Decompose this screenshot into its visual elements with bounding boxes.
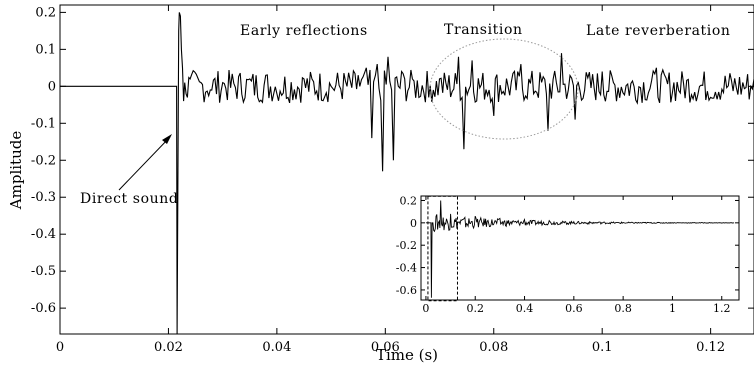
y-tick-label: -0.4 <box>396 262 417 275</box>
x-tick-label: 0.4 <box>516 302 534 315</box>
x-tick-label: 0 <box>56 340 64 355</box>
x-tick-label: 0 <box>422 302 429 315</box>
x-tick-label: 0.2 <box>466 302 484 315</box>
annotation-early-reflections: Early reflections <box>240 23 368 39</box>
main-waveform-line <box>60 12 754 335</box>
y-tick-label: -0.4 <box>31 227 56 242</box>
direct-sound-arrowhead <box>162 134 172 144</box>
x-tick-label: 1 <box>669 302 676 315</box>
y-tick-label: -0.2 <box>31 153 56 168</box>
transition-region-ellipse <box>429 38 579 140</box>
x-tick-label: 0.6 <box>565 302 583 315</box>
y-tick-label: -0.2 <box>396 239 417 252</box>
annotation-transition: Transition <box>444 22 523 38</box>
inset-x-tick-labels: 0 0.2 0.4 0.6 0.8 1 1.2 <box>422 302 730 315</box>
inset-zoom-region-box <box>427 195 458 302</box>
direct-sound-arrow <box>118 136 171 191</box>
y-tick-label: 0 <box>48 79 56 94</box>
y-tick-label: -0.5 <box>31 264 56 279</box>
y-tick-label: 0 <box>410 217 417 230</box>
y-tick-label: 0.2 <box>400 194 418 207</box>
inset-plot-area <box>420 195 740 301</box>
x-tick-label: 0.06 <box>371 340 400 355</box>
annotation-direct-sound: Direct sound <box>80 191 178 207</box>
x-tick-label: 0.1 <box>592 340 613 355</box>
x-tick-label: 0.8 <box>614 302 632 315</box>
inset-waveform-line <box>425 200 735 298</box>
y-tick-label: -0.6 <box>396 284 417 297</box>
x-tick-label: 0.12 <box>696 340 725 355</box>
annotation-late-reverberation: Late reverberation <box>586 23 731 39</box>
y-tick-label: -0.1 <box>31 116 56 131</box>
x-tick-label: 0.04 <box>262 340 291 355</box>
y-axis-label: Amplitude <box>7 131 25 211</box>
x-axis-label: Time (s) <box>376 346 438 364</box>
x-tick-label: 0.08 <box>479 340 508 355</box>
main-y-tick-labels: 0.2 0.1 0 -0.1 -0.2 -0.3 -0.4 -0.5 -0.6 <box>31 5 56 316</box>
x-tick-label: 1.2 <box>713 302 731 315</box>
inset-tick-marks <box>421 196 739 300</box>
y-tick-label: 0.2 <box>35 5 56 20</box>
y-tick-label: -0.3 <box>31 190 56 205</box>
main-x-tick-labels: 0 0.02 0.04 0.06 0.08 0.1 0.12 <box>56 340 725 355</box>
y-tick-label: -0.6 <box>31 301 56 316</box>
x-tick-label: 0.02 <box>154 340 183 355</box>
y-tick-label: 0.1 <box>35 42 56 57</box>
inset-y-tick-labels: 0.2 0 -0.2 -0.4 -0.6 <box>396 194 417 296</box>
